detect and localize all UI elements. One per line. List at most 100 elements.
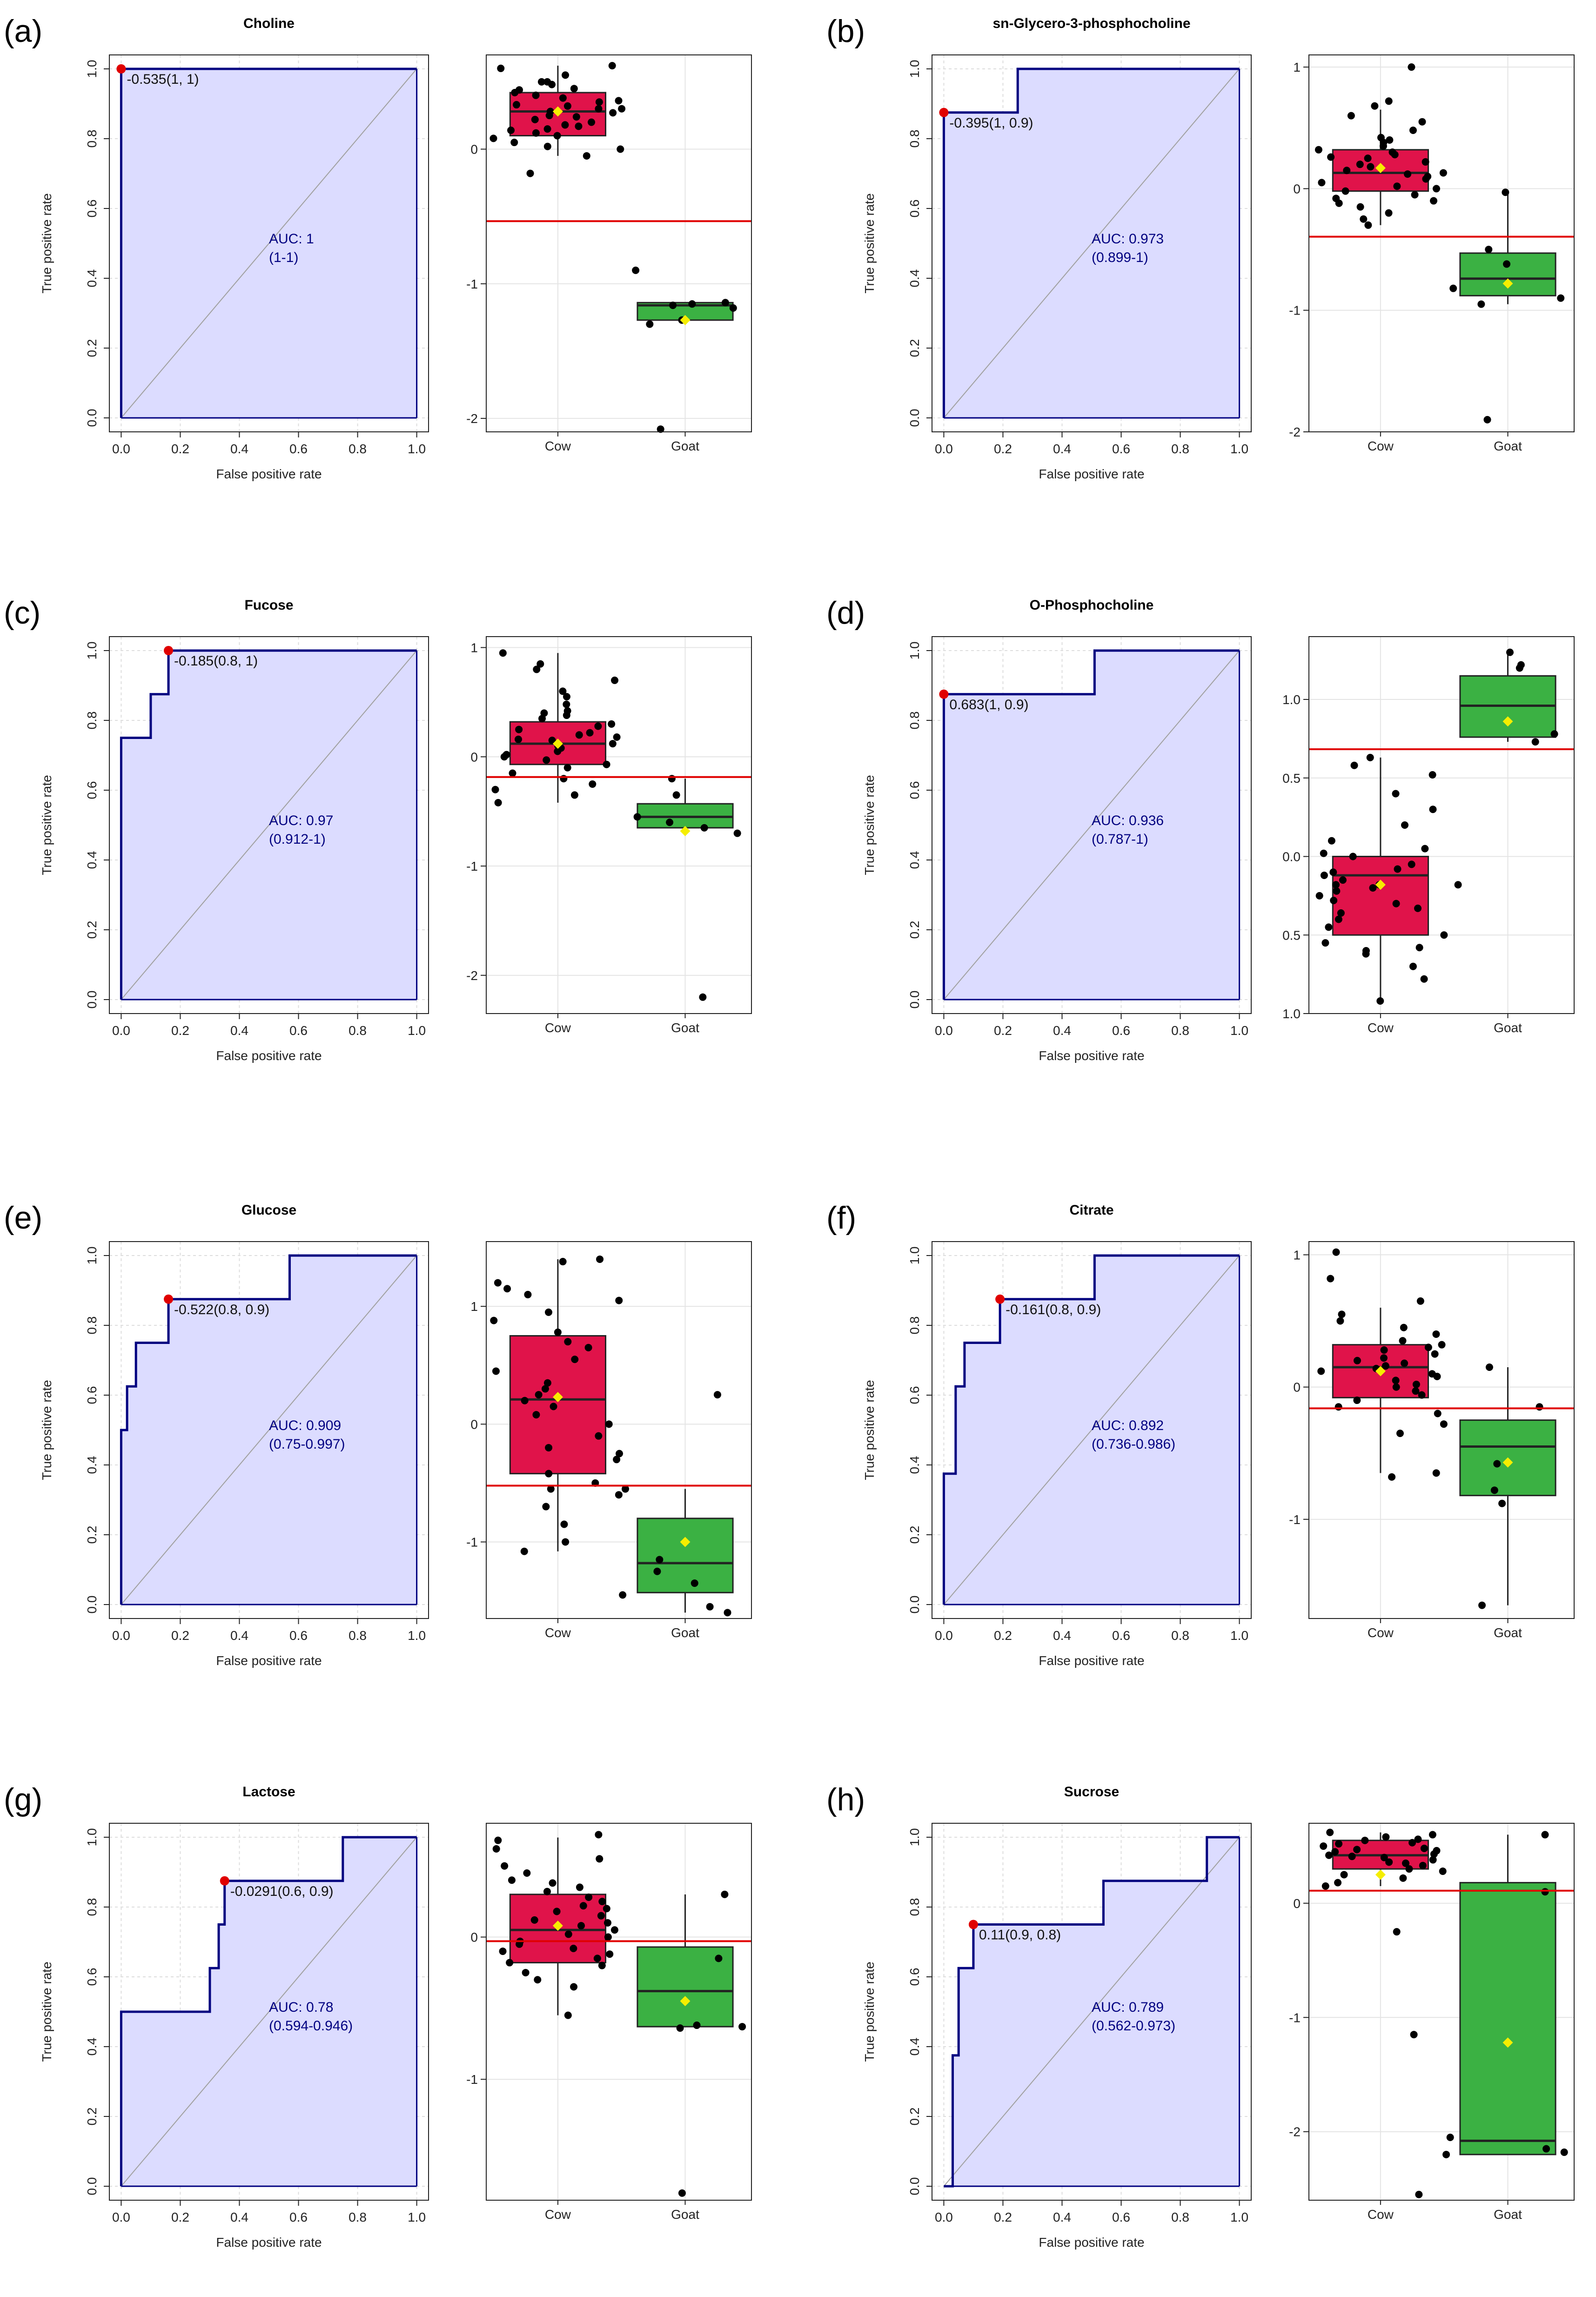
goat-box <box>637 1518 734 1593</box>
cow-data-point <box>577 1922 585 1930</box>
goat-data-point <box>622 1485 630 1493</box>
cow-data-point <box>1396 1430 1404 1437</box>
cow-data-point <box>563 712 570 719</box>
goat-mean-marker <box>680 1996 691 2007</box>
cow-data-point <box>1335 199 1343 207</box>
cow-data-point <box>570 85 578 93</box>
cow-data-point <box>563 700 570 708</box>
roc-auc-ci-label: (0.787-1) <box>1092 832 1148 847</box>
roc-y-axis-label: True positive rate <box>40 1961 54 2062</box>
goat-data-point <box>688 300 696 308</box>
cow-data-point <box>617 145 624 153</box>
box-y-tick-label: 0 <box>470 142 478 157</box>
roc-title: Citrate <box>1069 1202 1113 1218</box>
cow-data-point <box>1321 1882 1329 1890</box>
cow-data-point <box>559 94 567 102</box>
cow-data-point <box>596 1855 604 1863</box>
roc-cutoff-point <box>995 1294 1005 1304</box>
roc-curve <box>120 1836 417 2186</box>
box-frame <box>1308 1823 1575 2201</box>
cow-data-point <box>1393 182 1401 190</box>
cow-data-point <box>549 1879 557 1887</box>
cow-data-point <box>1399 1874 1407 1882</box>
roc-x-tick-label: 0.4 <box>1053 1023 1071 1038</box>
cow-data-point <box>492 1367 500 1375</box>
cow-data-point <box>1409 127 1417 134</box>
cow-data-point <box>1341 187 1349 195</box>
cow-data-point <box>593 1954 601 1962</box>
roc-y-tick-label: 1.0 <box>85 60 99 78</box>
roc-x-tick-label: 0.4 <box>230 442 248 456</box>
cow-data-point <box>543 1887 551 1895</box>
cow-data-point <box>1325 1851 1333 1859</box>
cow-mean-marker <box>552 106 563 117</box>
roc-y-tick-label: 0.0 <box>85 1596 99 1614</box>
cow-data-point <box>507 127 515 134</box>
cow-data-point <box>562 71 570 79</box>
cow-data-point <box>1327 153 1335 161</box>
cow-data-point <box>1438 1341 1446 1349</box>
roc-auc-ci-label: (0.75-0.997) <box>269 1437 345 1452</box>
cow-data-point <box>1404 170 1412 178</box>
box-y-tick-label: 1.0 <box>1282 692 1301 707</box>
roc-y-axis-label: True positive rate <box>862 1961 877 2062</box>
box-y-tick-label: 1.0 <box>1282 1007 1301 1021</box>
cow-data-point <box>1408 1839 1416 1847</box>
box-frame <box>486 1241 752 1619</box>
roc-diagonal <box>121 1837 417 2187</box>
cow-data-point <box>1353 1397 1361 1404</box>
roc-y-tick-label: 1.0 <box>907 1828 922 1847</box>
box-x-tick-label: Cow <box>1368 1021 1394 1035</box>
roc-x-tick-label: 0.8 <box>1171 1023 1189 1038</box>
goat-data-point <box>1498 1499 1506 1507</box>
cow-data-point <box>1409 962 1417 970</box>
cow-data-point <box>536 660 544 668</box>
cow-data-point <box>545 1444 553 1451</box>
cow-data-point <box>1422 175 1430 183</box>
roc-y-tick-label: 1.0 <box>907 60 922 78</box>
roc-auc-ci-label: (0.594-0.946) <box>269 2018 353 2034</box>
box-x-tick-label: Goat <box>671 439 699 453</box>
goat-mean-marker <box>680 1537 691 1547</box>
box-x-tick-label: Cow <box>545 1021 571 1035</box>
goat-data-point <box>721 299 729 307</box>
roc-auc-ci-label: (0.912-1) <box>269 832 326 847</box>
cow-data-point <box>1411 191 1419 199</box>
cow-data-point <box>545 112 553 120</box>
roc-y-tick-label: 0.8 <box>907 712 922 730</box>
box-frame <box>486 1823 752 2201</box>
roc-auc-label: AUC: 0.97 <box>269 813 333 828</box>
cow-data-point <box>1399 1337 1407 1345</box>
cow-data-point <box>1320 872 1328 879</box>
roc-auc-ci-label: (0.562-0.973) <box>1092 2018 1175 2034</box>
cow-data-point <box>500 753 508 761</box>
roc-y-tick-label: 0.6 <box>907 200 922 218</box>
goat-data-point <box>1541 1888 1549 1896</box>
box-x-tick-label: Goat <box>1494 439 1522 453</box>
roc-x-axis-label: False positive rate <box>216 467 322 481</box>
roc-y-tick-label: 0.6 <box>85 200 99 218</box>
roc-auc-label: AUC: 0.892 <box>1092 1418 1164 1433</box>
goat-data-point <box>1493 1460 1501 1468</box>
cow-data-point <box>603 1905 610 1913</box>
cow-data-point <box>553 1907 561 1915</box>
roc-x-tick-label: 0.4 <box>230 1628 248 1643</box>
cow-data-point <box>499 649 507 657</box>
cow-data-point <box>615 97 623 105</box>
cow-data-point <box>1315 892 1323 900</box>
cow-data-point <box>1369 884 1377 892</box>
panel-c: (c) Fucose 0.0 0.0 0.2 0.2 0.4 0.4 0.6 0.6 0.8 0.8 1… <box>4 595 752 1063</box>
roc-x-tick-label: 0.0 <box>112 442 130 456</box>
roc-curve <box>944 1836 1240 2188</box>
roc-y-tick-label: 0.6 <box>907 1386 922 1404</box>
cow-data-point <box>522 1968 530 1976</box>
roc-x-tick-label: 1.0 <box>1230 1628 1248 1643</box>
box-y-tick-label: -2 <box>1289 425 1301 439</box>
cow-data-point <box>541 1385 549 1393</box>
roc-x-tick-label: 0.0 <box>112 1628 130 1643</box>
cow-data-point <box>543 142 551 150</box>
cow-data-point <box>1392 1383 1400 1391</box>
cow-data-point <box>533 665 541 673</box>
cow-data-point <box>554 1328 562 1336</box>
roc-x-axis-label: False positive rate <box>216 1048 322 1063</box>
